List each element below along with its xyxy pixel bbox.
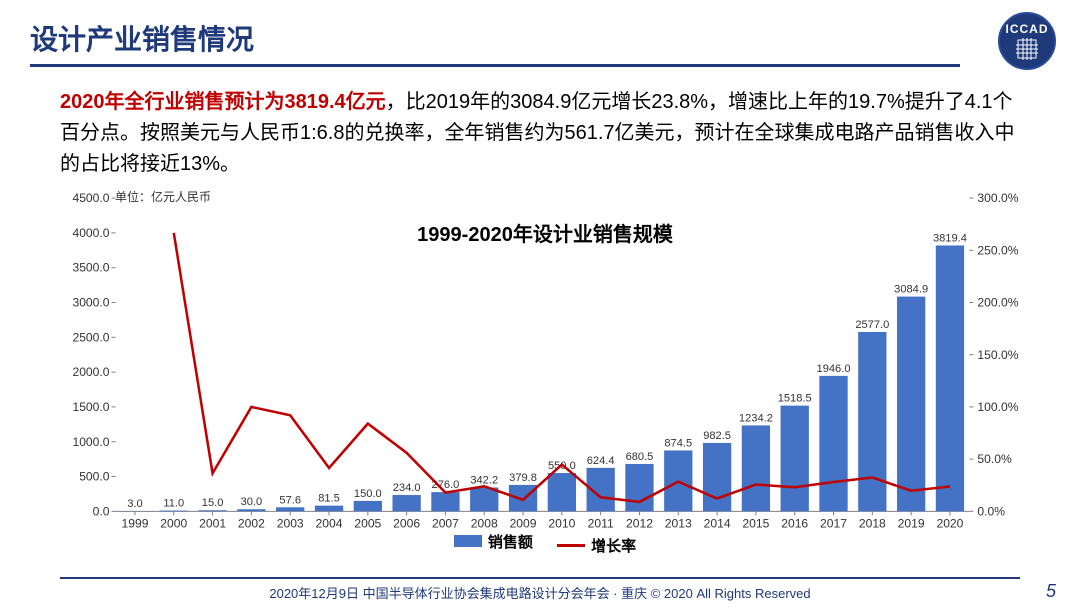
legend-bar: 销售额: [454, 531, 533, 552]
svg-text:2017: 2017: [820, 516, 847, 530]
svg-text:2009: 2009: [510, 516, 537, 530]
svg-text:2010: 2010: [548, 516, 575, 530]
svg-text:50.0%: 50.0%: [977, 452, 1012, 466]
svg-text:200.0%: 200.0%: [977, 296, 1018, 310]
svg-text:379.8: 379.8: [509, 472, 537, 484]
svg-text:15.0: 15.0: [202, 497, 224, 509]
description-highlight: 2020年全行业销售预计为3819.4亿元: [60, 91, 386, 113]
svg-text:2001: 2001: [199, 516, 226, 530]
svg-text:3000.0: 3000.0: [72, 296, 109, 310]
legend-line: 增长率: [557, 535, 636, 556]
svg-text:2577.0: 2577.0: [855, 319, 889, 331]
legend-line-swatch: [557, 544, 585, 547]
svg-text:250.0%: 250.0%: [977, 243, 1018, 257]
footer-line: [60, 577, 1020, 579]
svg-text:11.0: 11.0: [163, 498, 184, 510]
description-paragraph: 2020年全行业销售预计为3819.4亿元，比2019年的3084.9亿元增长2…: [0, 75, 1080, 188]
svg-text:2004: 2004: [316, 516, 343, 530]
svg-text:2012: 2012: [626, 516, 653, 530]
footer-text: 2020年12月9日 中国半导体行业协会集成电路设计分会年会 · 重庆 © 20…: [60, 583, 1020, 602]
svg-text:1518.5: 1518.5: [778, 393, 812, 405]
iccad-logo: ICCAD: [998, 12, 1056, 70]
svg-text:0.0: 0.0: [93, 504, 110, 518]
svg-text:234.0: 234.0: [393, 482, 421, 494]
legend-bar-swatch: [454, 535, 482, 547]
svg-text:30.0: 30.0: [241, 496, 263, 508]
svg-text:2006: 2006: [393, 516, 420, 530]
svg-text:3084.9: 3084.9: [894, 284, 928, 296]
svg-text:1946.0: 1946.0: [817, 363, 851, 375]
svg-text:3819.4: 3819.4: [933, 232, 967, 244]
svg-text:982.5: 982.5: [703, 430, 731, 442]
svg-text:2015: 2015: [742, 516, 769, 530]
svg-text:4500.0: 4500.0: [72, 191, 109, 205]
svg-text:81.5: 81.5: [318, 493, 340, 505]
svg-text:1999: 1999: [121, 516, 148, 530]
svg-text:2002: 2002: [238, 516, 265, 530]
svg-text:342.2: 342.2: [470, 474, 498, 486]
svg-text:2020: 2020: [936, 516, 963, 530]
svg-text:150.0: 150.0: [354, 488, 382, 500]
page-number: 5: [1046, 581, 1056, 602]
slide-footer: 2020年12月9日 中国半导体行业协会集成电路设计分会年会 · 重庆 © 20…: [0, 577, 1080, 602]
svg-text:3500.0: 3500.0: [72, 261, 109, 275]
svg-text:150.0%: 150.0%: [977, 348, 1018, 362]
chart-legend: 销售额 增长率: [60, 531, 1030, 557]
svg-text:1500.0: 1500.0: [72, 400, 109, 414]
svg-text:1000.0: 1000.0: [72, 435, 109, 449]
svg-text:680.5: 680.5: [626, 451, 654, 463]
svg-text:1234.2: 1234.2: [739, 412, 773, 424]
svg-text:500.0: 500.0: [79, 470, 110, 484]
title-underline: [30, 64, 960, 67]
svg-text:624.4: 624.4: [587, 455, 615, 467]
sales-chart: 单位：亿元人民币 1999-2020年设计业销售规模 0.0500.01000.…: [60, 188, 1030, 558]
svg-text:2014: 2014: [704, 516, 731, 530]
svg-text:2005: 2005: [354, 516, 381, 530]
svg-text:57.6: 57.6: [279, 494, 301, 506]
svg-text:2019: 2019: [898, 516, 925, 530]
svg-text:2003: 2003: [277, 516, 304, 530]
svg-text:2016: 2016: [781, 516, 808, 530]
svg-text:300.0%: 300.0%: [977, 191, 1018, 205]
svg-text:2500.0: 2500.0: [72, 330, 109, 344]
chart-svg: 0.0 500.0 1000.0 1500.0 2000.0 2500.0 3000.0 35…: [60, 188, 1030, 562]
svg-text:100.0%: 100.0%: [977, 400, 1018, 414]
svg-text:3.0: 3.0: [127, 498, 142, 510]
svg-text:2013: 2013: [665, 516, 692, 530]
svg-text:2011: 2011: [588, 516, 614, 530]
svg-text:2008: 2008: [471, 516, 498, 530]
svg-text:2018: 2018: [859, 516, 886, 530]
svg-text:4000.0: 4000.0: [72, 226, 109, 240]
svg-text:2000: 2000: [160, 516, 187, 530]
svg-text:2000.0: 2000.0: [72, 365, 109, 379]
svg-text:874.5: 874.5: [664, 437, 692, 449]
slide-title: 设计产业销售情况: [30, 18, 980, 58]
svg-text:0.0%: 0.0%: [977, 504, 1005, 518]
svg-text:2007: 2007: [432, 516, 459, 530]
